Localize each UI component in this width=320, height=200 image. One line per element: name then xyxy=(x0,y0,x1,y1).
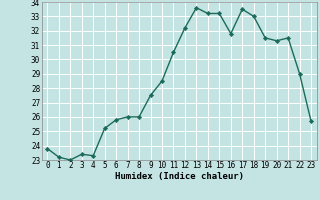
X-axis label: Humidex (Indice chaleur): Humidex (Indice chaleur) xyxy=(115,172,244,181)
